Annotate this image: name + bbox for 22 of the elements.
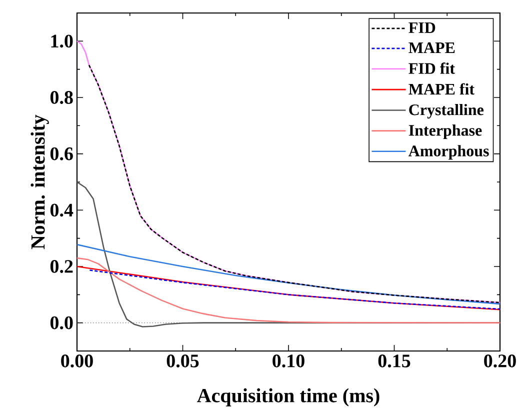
- y-tick-label: 0.8: [50, 91, 73, 104]
- x-tick-label: 0.20: [484, 354, 516, 368]
- x-axis-title: Acquisition time (ms): [197, 388, 380, 407]
- legend-label: Amorphous: [408, 145, 489, 160]
- legend-label: FID: [408, 22, 436, 34]
- y-tick-label: 0.6: [50, 148, 73, 160]
- y-tick-label: 0.4: [50, 204, 74, 217]
- legend-label: Crystalline: [409, 104, 484, 119]
- legend-label: FID fit: [408, 62, 455, 74]
- x-tick-label: 0.15: [378, 354, 410, 368]
- y-tick-label: 1.0: [51, 34, 73, 48]
- y-axis-title: Norm. intensity: [30, 114, 49, 250]
- x-tick-label: 0.10: [272, 354, 304, 368]
- legend-label: Interphase: [408, 124, 482, 140]
- x-tick-label: 0.05: [166, 354, 199, 368]
- line-series: [77, 258, 500, 324]
- line-series: [77, 244, 500, 305]
- legend-label: MAPE fit: [408, 83, 474, 95]
- y-tick-label: 0.2: [50, 260, 73, 274]
- x-tick-label: 0.00: [61, 354, 93, 368]
- legend-label: MAPE: [408, 42, 455, 54]
- y-tick-label: 0.0: [50, 316, 73, 330]
